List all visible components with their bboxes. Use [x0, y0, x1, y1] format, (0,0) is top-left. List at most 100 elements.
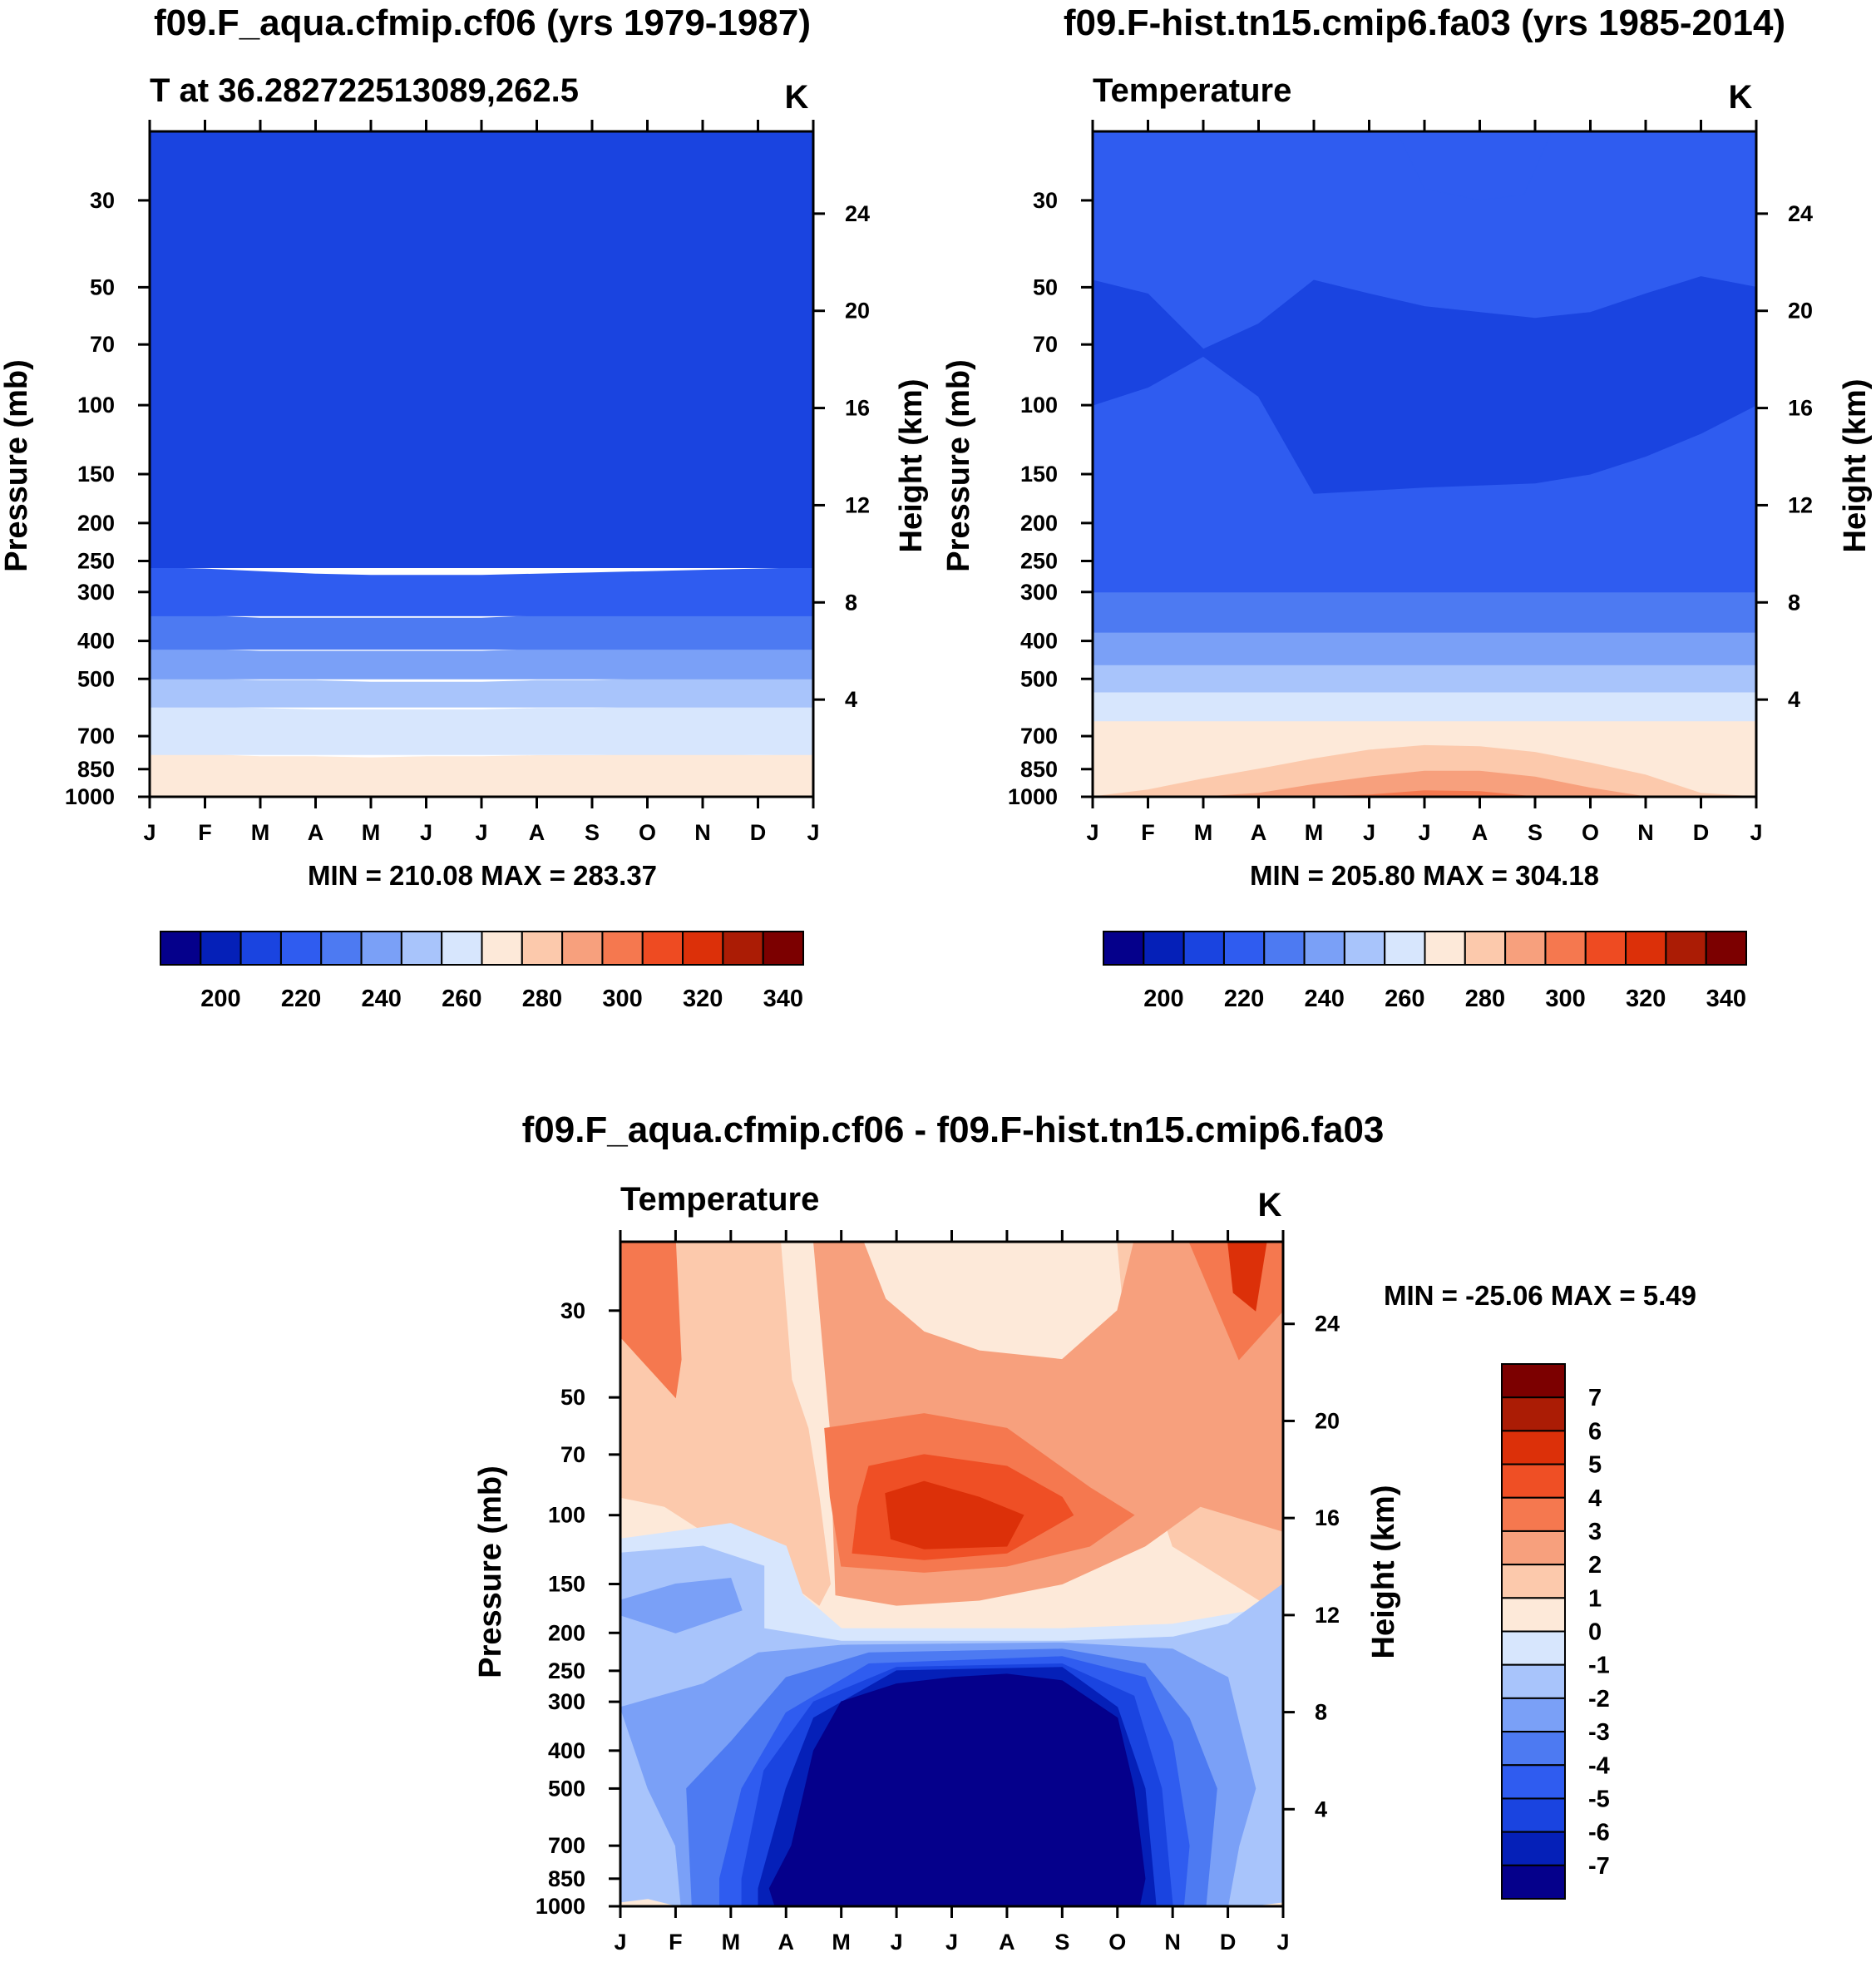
- y-tick-label: 100: [1020, 393, 1058, 418]
- y-tick-label: 250: [1020, 549, 1058, 574]
- colorbar-swatch: [1501, 1564, 1566, 1599]
- colorbar-tick-label: -5: [1588, 1786, 1610, 1812]
- y-tick-label: 400: [1020, 629, 1058, 654]
- x-tick-label: J: [1418, 820, 1430, 845]
- colorbar-tick-label: 200: [1143, 986, 1183, 1012]
- y-tick-label: 150: [77, 462, 115, 487]
- y-right-axis-label: Height (km): [1366, 1485, 1401, 1659]
- x-tick-label: J: [1750, 820, 1762, 845]
- contour-band-0-to-1: [620, 1899, 676, 1906]
- y-tick-label: 70: [1033, 332, 1058, 357]
- min-max-label: MIN = 210.08 MAX = 283.37: [308, 860, 657, 891]
- y-tick-label: 300: [77, 580, 115, 605]
- x-tick-label: O: [1582, 820, 1599, 845]
- colorbar-swatch: [1501, 1496, 1566, 1532]
- colorbar-swatch: [1584, 931, 1627, 966]
- x-tick-label: F: [669, 1930, 683, 1955]
- colorbar-tick-label: 240: [1305, 986, 1345, 1012]
- min-max-label: MIN = -25.06 MAX = 5.49: [1384, 1280, 1696, 1311]
- colorbar-swatch: [1501, 1797, 1566, 1833]
- plot-area-p1: J F M A M J J A S O N D J 30 50 70 100 150 200 250 300 400 500…: [65, 120, 870, 1012]
- y-right-tick-label: 8: [845, 590, 857, 615]
- colorbar-tick-label: -1: [1588, 1653, 1610, 1679]
- colorbar-tick-label: 4: [1588, 1485, 1602, 1512]
- x-tick-label: F: [1141, 820, 1155, 845]
- contour-band-210-to-220: [150, 131, 813, 568]
- colorbar-swatch: [160, 931, 202, 966]
- colorbar-swatch: [1103, 931, 1145, 966]
- panel-title: f09.F_aqua.cfmip.cf06 (yrs 1979-1987): [154, 2, 811, 43]
- contour-fill-group: [620, 1242, 1283, 1906]
- x-tick-label: O: [1108, 1930, 1126, 1955]
- y-tick-label: 1000: [65, 784, 115, 809]
- colorbar-tick-label: 220: [1224, 986, 1264, 1012]
- x-tick-label: D: [1693, 820, 1710, 845]
- colorbar-swatch: [762, 931, 804, 966]
- x-tick-label: J: [945, 1930, 958, 1955]
- colorbar-tick-label: 340: [1706, 986, 1746, 1012]
- contour-band-5-to-6: [885, 1480, 1024, 1549]
- colorbar-swatch: [1501, 1831, 1566, 1866]
- colorbar-swatch: [722, 931, 764, 966]
- contour-band--3-to--2: [620, 1578, 743, 1633]
- colorbar-swatch: [641, 931, 684, 966]
- y-tick-label: 150: [1020, 462, 1058, 487]
- contour-band-210-to-220: [1093, 276, 1756, 494]
- x-tick-label: N: [1164, 1930, 1181, 1955]
- y-tick-label: 50: [90, 274, 115, 299]
- units-label: K: [1258, 1187, 1282, 1223]
- y-tick-label: 70: [90, 332, 115, 357]
- x-tick-label: J: [475, 820, 487, 845]
- y-right-tick-label: 4: [845, 687, 857, 712]
- colorbar-tick-label: 280: [1465, 986, 1505, 1012]
- colorbar-tick-label: -3: [1588, 1719, 1610, 1746]
- x-tick-label: J: [420, 820, 432, 845]
- y-tick-label: 300: [548, 1689, 585, 1714]
- y-tick-label: 50: [1033, 274, 1058, 299]
- colorbar-swatch: [1303, 931, 1345, 966]
- x-tick-label: M: [1194, 820, 1213, 845]
- x-tick-label: D: [1220, 1930, 1237, 1955]
- x-tick-label: A: [999, 1930, 1015, 1955]
- colorbar-swatch: [400, 931, 443, 966]
- colorbar-swatch: [1222, 931, 1266, 966]
- y-tick-label: 700: [548, 1833, 585, 1858]
- colorbar-swatch: [561, 931, 604, 966]
- x-tick-label: N: [1637, 820, 1654, 845]
- panel-difference: f09.F_aqua.cfmip.cf06 - f09.F-hist.tn15.…: [473, 1110, 1696, 1678]
- colorbar-swatch: [1182, 931, 1225, 966]
- y-right-tick-label: 16: [1315, 1505, 1340, 1530]
- x-tick-label: M: [362, 820, 381, 845]
- colorbar-tick-label: 6: [1588, 1418, 1602, 1445]
- colorbar-tick-label: 1: [1588, 1585, 1602, 1612]
- contour-band-240-to-250: [150, 649, 813, 680]
- y-tick-label: 50: [560, 1385, 585, 1410]
- y-right-tick-label: 16: [1788, 396, 1813, 421]
- colorbar-swatch: [1501, 1731, 1566, 1767]
- x-tick-label: F: [198, 820, 212, 845]
- colorbar-tick-label: 240: [362, 986, 402, 1012]
- colorbar-swatch: [1501, 1630, 1566, 1666]
- colorbar-swatch: [1501, 1764, 1566, 1800]
- x-tick-label: A: [778, 1930, 795, 1955]
- y-right-tick-label: 24: [845, 201, 870, 226]
- colorbar-tick-label: 3: [1588, 1519, 1602, 1545]
- x-tick-label: M: [722, 1930, 741, 1955]
- x-tick-label: M: [832, 1930, 851, 1955]
- y-tick-label: 200: [1020, 511, 1058, 536]
- colorbar-swatch: [601, 931, 644, 966]
- colorbar: 200 220 240 260 280 300 320 340: [1103, 931, 1747, 1012]
- min-max-label: MIN = 205.80 MAX = 304.18: [1250, 860, 1599, 891]
- colorbar-tick-label: 320: [683, 986, 723, 1012]
- contour-band-230-to-240: [150, 615, 813, 650]
- colorbar-swatch: [1501, 1864, 1566, 1900]
- colorbar-tick-label: 300: [602, 986, 642, 1012]
- colorbar-tick-label: -2: [1588, 1686, 1610, 1712]
- colorbar-tick-label: 220: [281, 986, 321, 1012]
- y-axis-label: Pressure (mb): [0, 359, 34, 572]
- x-tick-label: J: [1276, 1930, 1289, 1955]
- contour-band-270-to-280: [150, 754, 813, 797]
- x-tick-label: N: [694, 820, 711, 845]
- colorbar-tick-label: -4: [1588, 1752, 1610, 1779]
- x-tick-label: S: [585, 820, 600, 845]
